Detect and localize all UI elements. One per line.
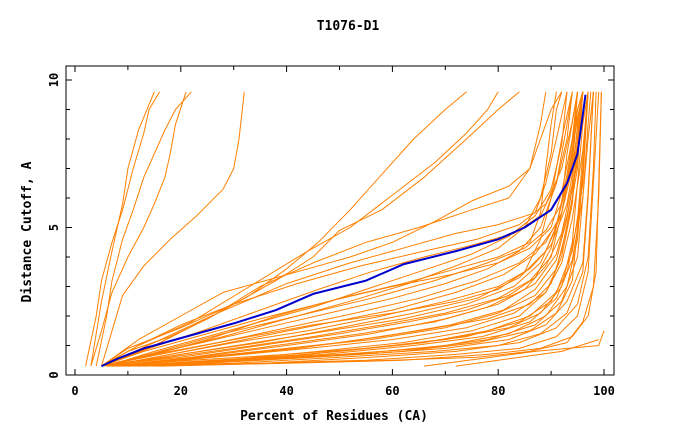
- model-line-8: [101, 91, 499, 367]
- model-line-7: [101, 91, 520, 367]
- x-tick-label: 40: [279, 384, 293, 398]
- model-line-24: [127, 91, 594, 367]
- model-line-20: [106, 91, 584, 367]
- model-line-12: [101, 91, 557, 367]
- model-line-15: [106, 91, 584, 367]
- model-line-4: [90, 91, 187, 367]
- model-line-42: [106, 91, 584, 367]
- model-line-37: [106, 91, 584, 367]
- x-tick-label: 20: [174, 384, 188, 398]
- x-axis-label: Percent of Residues (CA): [240, 409, 428, 424]
- model-line-39: [122, 91, 589, 367]
- model-line-27: [106, 91, 568, 367]
- x-tick-label: 60: [385, 384, 399, 398]
- model-line-48: [424, 330, 605, 367]
- model-line-25: [138, 91, 600, 367]
- model-line-41: [159, 91, 602, 367]
- x-tick-label: 0: [71, 384, 78, 398]
- highlight-line: [101, 94, 587, 368]
- highlight-model-line: [101, 94, 587, 368]
- model-line-30: [111, 91, 584, 367]
- model-line-40: [143, 91, 597, 367]
- model-line-38: [111, 91, 578, 367]
- model-line-34: [101, 91, 578, 367]
- model-line-47: [138, 91, 594, 367]
- model-line-46: [127, 91, 589, 367]
- axis-ticks: [66, 66, 614, 376]
- model-line-3: [95, 91, 192, 367]
- y-tick-label: 0: [47, 371, 61, 378]
- model-line-2: [90, 91, 155, 367]
- model-line-33: [106, 91, 584, 367]
- model-line-11: [101, 91, 547, 367]
- plot-lines: [85, 91, 605, 367]
- model-line-10: [101, 91, 568, 367]
- y-tick-label: 10: [47, 73, 61, 87]
- y-axis-label: Distance Cutoff, A: [20, 161, 35, 302]
- model-line-5: [101, 91, 245, 367]
- model-line-28: [106, 91, 563, 367]
- model-line-36: [127, 91, 592, 367]
- chart-title: T1076-D1: [317, 19, 380, 34]
- model-line-29: [101, 91, 573, 367]
- model-line-43: [111, 91, 584, 367]
- model-line-32: [133, 91, 589, 367]
- model-line-6: [101, 91, 467, 367]
- y-tick-label: 5: [47, 224, 61, 231]
- model-line-45: [117, 91, 584, 367]
- model-line-21: [111, 91, 584, 367]
- tick-labels: 0 20 40 60 80 100 0 5 10: [47, 73, 615, 398]
- x-tick-label: 100: [593, 384, 615, 398]
- model-line-49: [455, 339, 599, 367]
- x-tick-label: 80: [491, 384, 505, 398]
- model-line-1: [85, 91, 161, 367]
